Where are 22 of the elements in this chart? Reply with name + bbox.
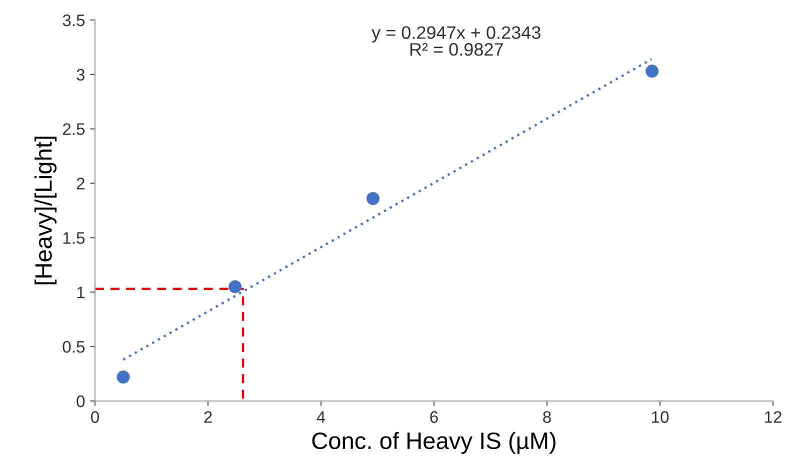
x-tick-label: 12 bbox=[765, 411, 782, 423]
x-axis-title: Conc. of Heavy IS (µM) bbox=[312, 432, 556, 454]
point bbox=[366, 192, 380, 206]
y-tick-label: 0.5 bbox=[62, 340, 85, 353]
x-tick-label: 0 bbox=[91, 411, 99, 423]
point bbox=[116, 370, 130, 384]
y-tick-label: 1.5 bbox=[63, 232, 85, 244]
point bbox=[646, 64, 659, 78]
y-tick-label: 3 bbox=[76, 68, 85, 81]
y-tick-label: 0 bbox=[76, 395, 85, 408]
x-tick-label: 2 bbox=[204, 411, 212, 423]
y-axis-title: [Heavy]/[Light] bbox=[34, 136, 57, 284]
y-tick-label: 2 bbox=[76, 178, 84, 190]
point bbox=[228, 280, 242, 294]
x-tick-label: 8 bbox=[543, 411, 551, 423]
y-tick-label: 3.5 bbox=[62, 14, 85, 26]
x-tick-label: 10 bbox=[652, 411, 669, 423]
y-tick-label: 1 bbox=[77, 286, 84, 298]
y-tick-label: 2.5 bbox=[62, 123, 85, 136]
x-tick-label: 6 bbox=[430, 411, 438, 423]
annotation: y = 0.2947x + 0.2343 R² = 0.9827 bbox=[372, 26, 540, 56]
x-tick-label: 4 bbox=[316, 411, 326, 423]
